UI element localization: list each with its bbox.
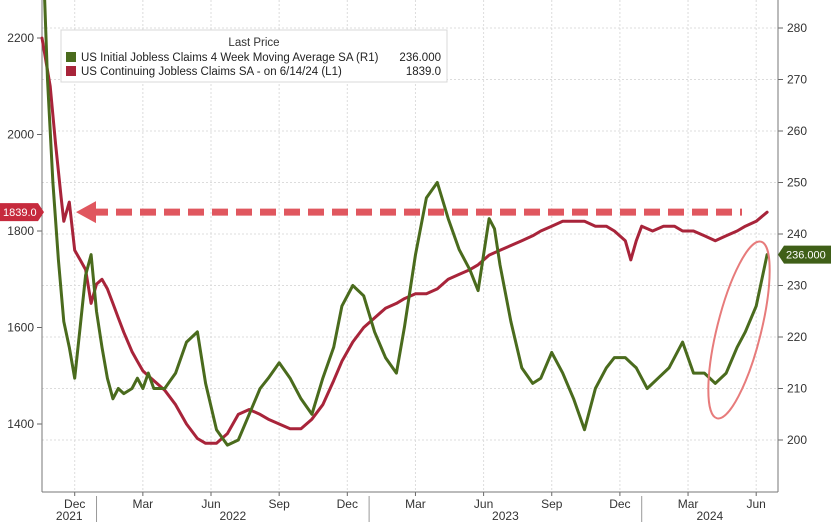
right-value-tag xyxy=(778,245,831,264)
x-tick-label: Dec xyxy=(64,497,85,511)
x-year-label: 2021 xyxy=(56,509,83,522)
legend-label-initial: US Initial Jobless Claims 4 Week Moving … xyxy=(81,52,379,64)
right-axis-tick-label: 280 xyxy=(787,21,807,35)
legend-swatch-continuing xyxy=(66,66,76,76)
left-axis-tick-label: 2200 xyxy=(7,31,34,45)
x-year-label: 2022 xyxy=(219,509,246,522)
x-tick-label: Mar xyxy=(678,497,699,511)
x-tick-label: Mar xyxy=(405,497,426,511)
right-value-tag-label: 236.000 xyxy=(786,250,826,262)
legend-value-continuing: 1839.0 xyxy=(406,66,441,78)
annotation-arrow-head xyxy=(76,201,96,224)
legend: Last Price US Initial Jobless Claims 4 W… xyxy=(60,29,448,83)
left-axis-tick-label: 1600 xyxy=(7,321,34,335)
x-year-label: 2024 xyxy=(697,509,724,522)
right-axis-tick-label: 230 xyxy=(787,279,807,293)
annotation-circle xyxy=(707,240,771,420)
series-line-continuing-claims xyxy=(40,36,769,445)
x-tick-label: Sep xyxy=(541,497,563,511)
right-axis-tick-label: 270 xyxy=(787,73,807,87)
left-axis-tick-label: 2000 xyxy=(7,128,34,142)
right-axis-tick-label: 260 xyxy=(787,124,807,138)
legend-value-initial: 236.000 xyxy=(399,52,441,64)
x-tick-label: Jun xyxy=(201,497,220,511)
x-tick-label: Sep xyxy=(268,497,290,511)
legend-box xyxy=(60,29,448,83)
x-tick-label: Jun xyxy=(474,497,493,511)
left-axis-tick-label: 1800 xyxy=(7,224,34,238)
series-line-initial-claims xyxy=(43,0,769,447)
series-layer xyxy=(40,0,769,447)
legend-swatch-initial xyxy=(66,52,76,62)
x-tick-label: Jun xyxy=(747,497,766,511)
left-value-tag-label: 1839.0 xyxy=(3,207,37,219)
right-axis-tick-label: 200 xyxy=(787,433,807,447)
left-value-tag xyxy=(0,203,44,222)
x-tick-label: Dec xyxy=(609,497,630,511)
annotation-layer: 1839.0 236.000 xyxy=(0,203,831,420)
x-tick-label: Mar xyxy=(133,497,154,511)
right-axis-tick-label: 240 xyxy=(787,227,807,241)
legend-label-continuing: US Continuing Jobless Claims SA - on 6/1… xyxy=(81,66,342,78)
right-axis-tick-label: 250 xyxy=(787,176,807,190)
arrow-layer xyxy=(76,201,742,224)
x-year-label: 2023 xyxy=(492,509,519,522)
right-axis-tick-label: 210 xyxy=(787,382,807,396)
axis-layer: Dec Mar Jun Sep Dec Mar Jun Sep Dec Mar Jun 280 270 2… xyxy=(7,0,807,522)
x-tick-label: Dec xyxy=(337,497,358,511)
legend-header: Last Price xyxy=(228,37,279,49)
left-axis-tick-label: 1400 xyxy=(7,417,34,431)
right-axis-tick-label: 220 xyxy=(787,330,807,344)
